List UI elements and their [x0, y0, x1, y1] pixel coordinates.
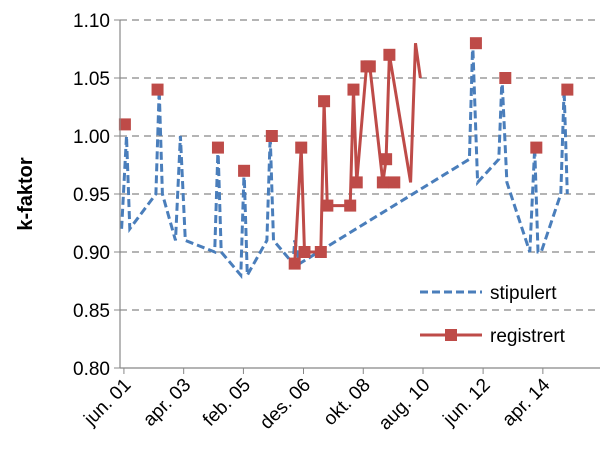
- series-group: [118, 37, 574, 281]
- data-point-registrert: [321, 199, 334, 212]
- series-line-registrert: [293, 42, 422, 264]
- data-point-registrert: [318, 95, 331, 108]
- data-point-registrert: [380, 153, 393, 166]
- x-tick-label: feb. 05: [199, 375, 255, 431]
- x-tick-label: jun. 01: [80, 375, 136, 431]
- data-point-registrert: [118, 118, 131, 131]
- x-tick-label: des. 06: [256, 375, 315, 434]
- data-point-registrert: [211, 141, 224, 154]
- legend-label-stipulert: stipulert: [490, 283, 557, 304]
- x-tick-label: apr. 03: [139, 375, 195, 431]
- y-axis-label: k-faktor: [15, 157, 37, 231]
- data-point-registrert: [499, 72, 512, 84]
- data-point-registrert: [151, 83, 164, 96]
- gridlines: [120, 19, 600, 311]
- data-point-registrert: [314, 246, 327, 258]
- y-tick-label: 1.00: [73, 127, 110, 148]
- data-point-registrert: [350, 176, 363, 189]
- x-tick-label: apr. 14: [498, 374, 554, 430]
- x-tick-label: okt. 08: [320, 375, 375, 430]
- y-tick-label: 0.85: [73, 301, 110, 322]
- data-point-registrert: [344, 199, 357, 212]
- axes: [119, 20, 600, 369]
- y-tick-label: 1.05: [73, 69, 110, 90]
- y-tick-label: 0.80: [73, 359, 110, 380]
- x-axis-ticks: jun. 01 apr. 03 feb. 05 des. 06 okt. 08 aug. …: [80, 368, 555, 434]
- x-tick-label: aug. 10: [375, 375, 435, 435]
- data-point-registrert: [383, 48, 396, 61]
- data-point-registrert: [376, 176, 389, 189]
- data-point-registrert: [363, 60, 376, 73]
- data-point-registrert: [265, 130, 278, 142]
- y-tick-label: 0.90: [73, 243, 110, 264]
- data-point-registrert: [388, 176, 401, 189]
- y-tick-label: 1.10: [73, 11, 110, 32]
- legend: stipulert registrert: [420, 283, 566, 347]
- legend-marker-registrert: [445, 329, 457, 341]
- y-tick-label: 0.95: [73, 185, 110, 206]
- data-point-registrert: [288, 257, 301, 270]
- data-point-registrert: [298, 246, 311, 258]
- series-line-stipulert: [120, 43, 569, 281]
- x-tick-label: jun. 12: [439, 375, 495, 431]
- data-point-registrert: [238, 164, 251, 177]
- data-point-registrert: [347, 83, 360, 96]
- legend-label-registrert: registrert: [490, 326, 566, 347]
- data-point-registrert: [530, 141, 543, 154]
- y-axis-ticks: 0.80 0.85 0.90 0.95 1.00 1.05 1.10: [73, 11, 120, 380]
- data-point-registrert: [469, 37, 482, 50]
- data-point-registrert: [295, 141, 308, 154]
- data-point-registrert: [561, 83, 574, 96]
